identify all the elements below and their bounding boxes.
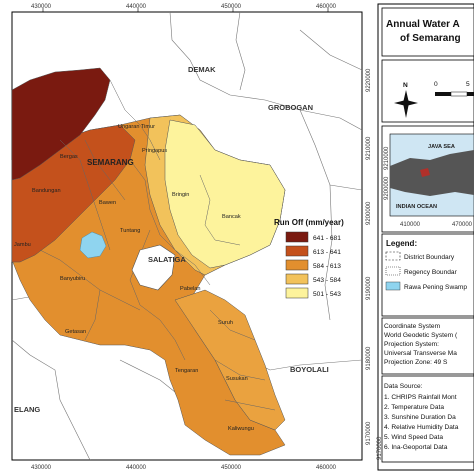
runoff-class-3: 584 - 613 xyxy=(313,263,341,270)
runoff-legend-title: Run Off (mm/year) xyxy=(274,218,344,227)
data-source-4: 4. Relative Humidity Data xyxy=(384,424,459,431)
label-jambu: Jambu xyxy=(14,242,31,248)
label-salatiga: SALATIGA xyxy=(148,255,186,264)
coord-line-3: Projection System: xyxy=(384,341,439,348)
grid-y-right-2: 9210000 xyxy=(366,136,372,160)
data-source-1: 1. CHRIPS Rainfall Mont xyxy=(384,394,457,401)
grid-bottom-labels: 430000 440000 450000 460000 xyxy=(31,465,337,471)
data-source-3: 3. Sunshine Duration Da xyxy=(384,414,456,421)
label-pabelan: Pabelan xyxy=(180,286,201,292)
label-suruh: Suruh xyxy=(218,320,233,326)
data-source-6: 6. Ina-Geoportal Data xyxy=(384,444,448,451)
data-source-2: 2. Temperature Data xyxy=(384,404,444,411)
label-bandungan: Bandungan xyxy=(32,188,61,194)
grid-x-bottom-2: 440000 xyxy=(126,465,147,471)
scale-bar: 0 5 xyxy=(434,81,474,97)
coord-line-2: World Geodetic System ( xyxy=(384,332,458,339)
inset-java-island xyxy=(390,150,474,196)
salatiga-area xyxy=(131,244,176,291)
legend-swamp-swatch xyxy=(385,281,401,291)
coord-line-1: Coordinate System xyxy=(384,323,441,330)
grid-x-top-4: 460000 xyxy=(316,4,337,10)
district-labels: Ungaran Timur Pringapus Bergas Bandungan… xyxy=(14,124,254,432)
data-source-box xyxy=(381,375,474,463)
runoff-swatch-4 xyxy=(285,273,309,285)
runoff-swatch-5 xyxy=(285,287,309,299)
grid-y-right-6: 9170000 xyxy=(366,421,372,445)
inset-y-1: 9200000 xyxy=(384,176,390,200)
label-pringapus: Pringapus xyxy=(142,148,167,154)
grid-y-right-5: 9180000 xyxy=(366,346,372,370)
label-bawen: Bawen xyxy=(99,200,116,206)
grid-x-bottom-1: 430000 xyxy=(31,465,52,471)
panel-y-label: 9170000 xyxy=(377,436,383,460)
grid-x-top-1: 430000 xyxy=(31,4,52,10)
coord-line-4: Universal Transverse Ma xyxy=(384,350,457,357)
label-bergas: Bergas xyxy=(60,154,78,160)
scale-five: 5 xyxy=(466,81,470,88)
inset-x-2: 470000 xyxy=(452,222,473,228)
legend-title: Legend: xyxy=(386,239,417,248)
runoff-legend: Run Off (mm/year) 641 - 681 613 - 641 58… xyxy=(274,218,344,299)
zone-501-543 xyxy=(164,119,286,269)
label-bringin: Bringin xyxy=(172,192,189,198)
label-kaliwungu: Kaliwungu xyxy=(228,426,254,432)
label-bancak: Bancak xyxy=(222,214,241,220)
grid-y-right-3: 9200000 xyxy=(366,201,372,225)
title-box xyxy=(381,7,474,57)
zone-south xyxy=(174,289,286,431)
grid-x-top-3: 450000 xyxy=(221,4,242,10)
north-letter: N xyxy=(403,82,408,89)
north-scale-box xyxy=(381,59,474,123)
grid-x-bottom-3: 450000 xyxy=(221,465,242,471)
coordinate-box xyxy=(381,317,474,375)
zone-641-681 xyxy=(11,67,111,181)
label-susukan: Susukan xyxy=(226,376,248,382)
label-getasan: Getasan xyxy=(65,329,86,335)
grid-x-top-2: 440000 xyxy=(126,4,147,10)
runoff-swatch-1 xyxy=(285,231,309,243)
data-source-5: 5. Wind Speed Data xyxy=(384,434,443,441)
runoff-swatch-3 xyxy=(285,259,309,271)
inset-indian-ocean: INDIAN OCEAN xyxy=(396,204,437,210)
grid-right-labels: 9220000 9210000 9200000 9190000 9180000 … xyxy=(366,68,372,445)
inset-highlight xyxy=(420,168,430,177)
grid-y-right-1: 9220000 xyxy=(366,68,372,92)
north-arrow-icon: N xyxy=(394,82,418,118)
label-boyolali: BOYOLALI xyxy=(290,365,329,374)
label-tengaran: Tengaran xyxy=(175,368,198,374)
title-line-1: Annual Water A xyxy=(386,19,460,30)
legend-swamp-label: Rawa Pening Swamp xyxy=(404,284,467,291)
data-source-title: Data Source: xyxy=(384,383,423,390)
inset-x-1: 410000 xyxy=(400,222,421,228)
label-ungaran-timur: Ungaran Timur xyxy=(118,124,155,130)
runoff-class-5: 501 - 543 xyxy=(313,291,341,298)
label-demak: DEMAK xyxy=(188,65,216,74)
grid-x-bottom-4: 460000 xyxy=(316,465,337,471)
label-banyubiru: Banyubiru xyxy=(60,276,85,282)
label-tuntang: Tuntang xyxy=(120,228,140,234)
label-grobogan: GROBOGAN xyxy=(268,103,313,112)
runoff-class-4: 543 - 584 xyxy=(313,277,341,284)
runoff-map xyxy=(11,67,286,456)
grid-y-right-4: 9190000 xyxy=(366,276,372,300)
grid-top-labels: 430000 440000 450000 460000 xyxy=(31,4,337,12)
runoff-class-1: 641 - 681 xyxy=(313,235,341,242)
legend-regency-label: Regency Boundar xyxy=(404,269,458,276)
scale-zero: 0 xyxy=(434,81,438,88)
label-magelang: ELANG xyxy=(14,405,40,414)
title-line-2: of Semarang xyxy=(400,33,461,44)
inset-y-2: 9210000 xyxy=(384,146,390,170)
runoff-class-2: 613 - 641 xyxy=(313,249,341,256)
inset-java-sea: JAVA SEA xyxy=(428,144,455,150)
label-semarang: SEMARANG xyxy=(87,158,134,167)
coord-line-5: Projection Zone: 49 S xyxy=(384,359,448,366)
legend-district-swatch xyxy=(385,251,401,261)
legend-district-label: District Boundary xyxy=(404,254,455,261)
rawa-pening-swamp xyxy=(79,231,107,259)
legend-regency-swatch xyxy=(385,266,401,276)
runoff-swatch-2 xyxy=(285,245,309,257)
neighbor-boundaries xyxy=(11,11,363,461)
